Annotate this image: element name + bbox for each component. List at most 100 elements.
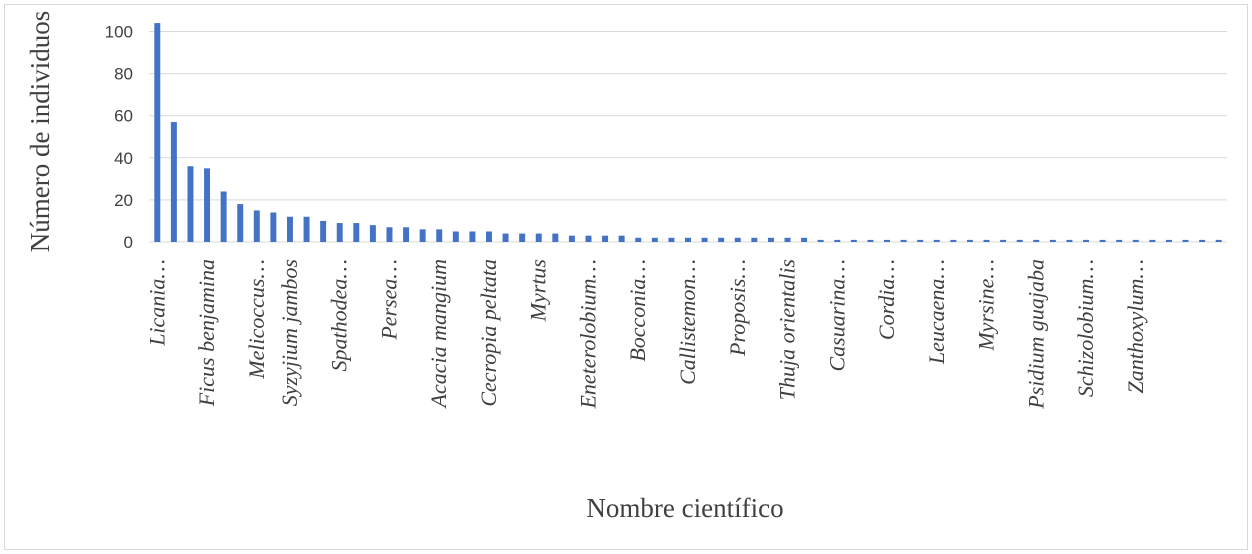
bars bbox=[154, 23, 1222, 242]
bar bbox=[204, 168, 211, 242]
bar bbox=[651, 237, 658, 242]
x-axis-title: Nombre científico bbox=[586, 493, 783, 523]
bar bbox=[286, 216, 293, 242]
x-category-label: Leucaena… bbox=[924, 259, 949, 365]
bar bbox=[1199, 239, 1206, 242]
bar bbox=[618, 235, 625, 242]
bar bbox=[585, 235, 592, 242]
bar bbox=[170, 122, 177, 242]
bar bbox=[1099, 239, 1106, 242]
x-category-label: Psidium guajaba bbox=[1023, 259, 1048, 410]
x-category-label: Acacia mangium bbox=[426, 259, 451, 409]
x-category-label: Schizolobium… bbox=[1073, 259, 1098, 397]
x-category-label: Zanthoxylum… bbox=[1123, 259, 1148, 393]
bar bbox=[1083, 239, 1090, 242]
bar bbox=[1049, 239, 1056, 242]
bar bbox=[237, 204, 244, 242]
bar bbox=[187, 166, 194, 242]
bar bbox=[1165, 239, 1172, 242]
x-axis-category-labels: Licania… Ficus benjamina Melicoccus… Syzyji… bbox=[144, 259, 1147, 410]
bar bbox=[966, 239, 973, 242]
bar bbox=[817, 239, 824, 242]
bar bbox=[552, 233, 559, 242]
y-tick-label: 80 bbox=[114, 65, 133, 84]
bar bbox=[834, 239, 841, 242]
bar bbox=[270, 212, 277, 242]
bar bbox=[154, 23, 161, 242]
bar bbox=[452, 231, 459, 242]
bar bbox=[419, 229, 426, 242]
bar bbox=[900, 239, 907, 242]
x-category-label: Thuja orientalis bbox=[775, 259, 800, 400]
x-category-label: Syzyjium jambos bbox=[277, 259, 302, 406]
bar bbox=[386, 227, 393, 242]
bar bbox=[850, 239, 857, 242]
bar bbox=[253, 210, 260, 242]
x-category-label: Proposis… bbox=[725, 259, 750, 357]
x-category-label: Persea… bbox=[376, 259, 401, 341]
gridlines bbox=[149, 31, 1227, 243]
bar bbox=[485, 231, 492, 242]
bar bbox=[469, 231, 476, 242]
y-tick-label: 0 bbox=[124, 233, 133, 252]
bar bbox=[1066, 239, 1073, 242]
bar bbox=[1149, 239, 1156, 242]
bar bbox=[767, 237, 774, 242]
bar bbox=[1182, 239, 1189, 242]
x-category-label: Callistemon… bbox=[675, 259, 700, 385]
bar bbox=[353, 223, 360, 242]
bar bbox=[1033, 239, 1040, 242]
x-category-label: Cordia… bbox=[874, 259, 899, 340]
y-axis-tick-labels: 0 20 40 60 80 100 bbox=[105, 23, 133, 252]
bar bbox=[568, 235, 575, 242]
x-category-label: Cecropia peltata bbox=[476, 259, 501, 407]
x-category-label: Licania… bbox=[144, 259, 169, 347]
bar bbox=[933, 239, 940, 242]
bar-chart: 0 20 40 60 80 100 Licania… Ficus benjamina Meli… bbox=[25, 11, 1227, 523]
bar bbox=[801, 237, 808, 242]
chart-area: 0 20 40 60 80 100 Licania… Ficus benjamina Meli… bbox=[4, 4, 1248, 550]
bar bbox=[336, 223, 343, 242]
bar bbox=[519, 233, 526, 242]
bar bbox=[668, 237, 675, 242]
bar bbox=[303, 216, 310, 242]
x-category-label: Myrtus bbox=[526, 259, 551, 322]
bar bbox=[1132, 239, 1139, 242]
bar bbox=[751, 237, 758, 242]
bar bbox=[867, 239, 874, 242]
bar bbox=[983, 239, 990, 242]
bar bbox=[436, 229, 443, 242]
bar bbox=[917, 239, 924, 242]
x-category-label: Bocconia… bbox=[625, 259, 650, 362]
x-category-label: Melicoccus… bbox=[244, 259, 269, 380]
bar bbox=[1215, 239, 1222, 242]
x-category-label: Ficus benjamina bbox=[194, 259, 219, 407]
bar bbox=[1000, 239, 1007, 242]
x-category-label: Spathodea… bbox=[327, 259, 352, 371]
x-category-label: Myrsine… bbox=[974, 259, 999, 352]
y-tick-label: 40 bbox=[114, 149, 133, 168]
bar bbox=[635, 237, 642, 242]
bar bbox=[602, 235, 609, 242]
bar bbox=[701, 237, 708, 242]
bar bbox=[502, 233, 509, 242]
bar bbox=[718, 237, 725, 242]
bar bbox=[950, 239, 957, 242]
bar bbox=[320, 220, 327, 242]
x-category-label: Casuarina… bbox=[824, 259, 849, 371]
bar bbox=[220, 191, 227, 242]
bar bbox=[369, 225, 376, 242]
y-tick-label: 100 bbox=[105, 23, 133, 42]
y-tick-label: 60 bbox=[114, 107, 133, 126]
bar bbox=[685, 237, 691, 242]
bar bbox=[403, 227, 410, 242]
y-axis-title: Número de individuos bbox=[25, 11, 55, 252]
bar bbox=[884, 239, 891, 242]
x-category-label: Eneterolobium… bbox=[575, 259, 600, 410]
bar bbox=[1116, 239, 1123, 242]
bar bbox=[535, 233, 542, 242]
bar bbox=[1016, 239, 1023, 242]
bar bbox=[784, 237, 791, 242]
bar bbox=[734, 237, 741, 242]
y-tick-label: 20 bbox=[114, 191, 133, 210]
